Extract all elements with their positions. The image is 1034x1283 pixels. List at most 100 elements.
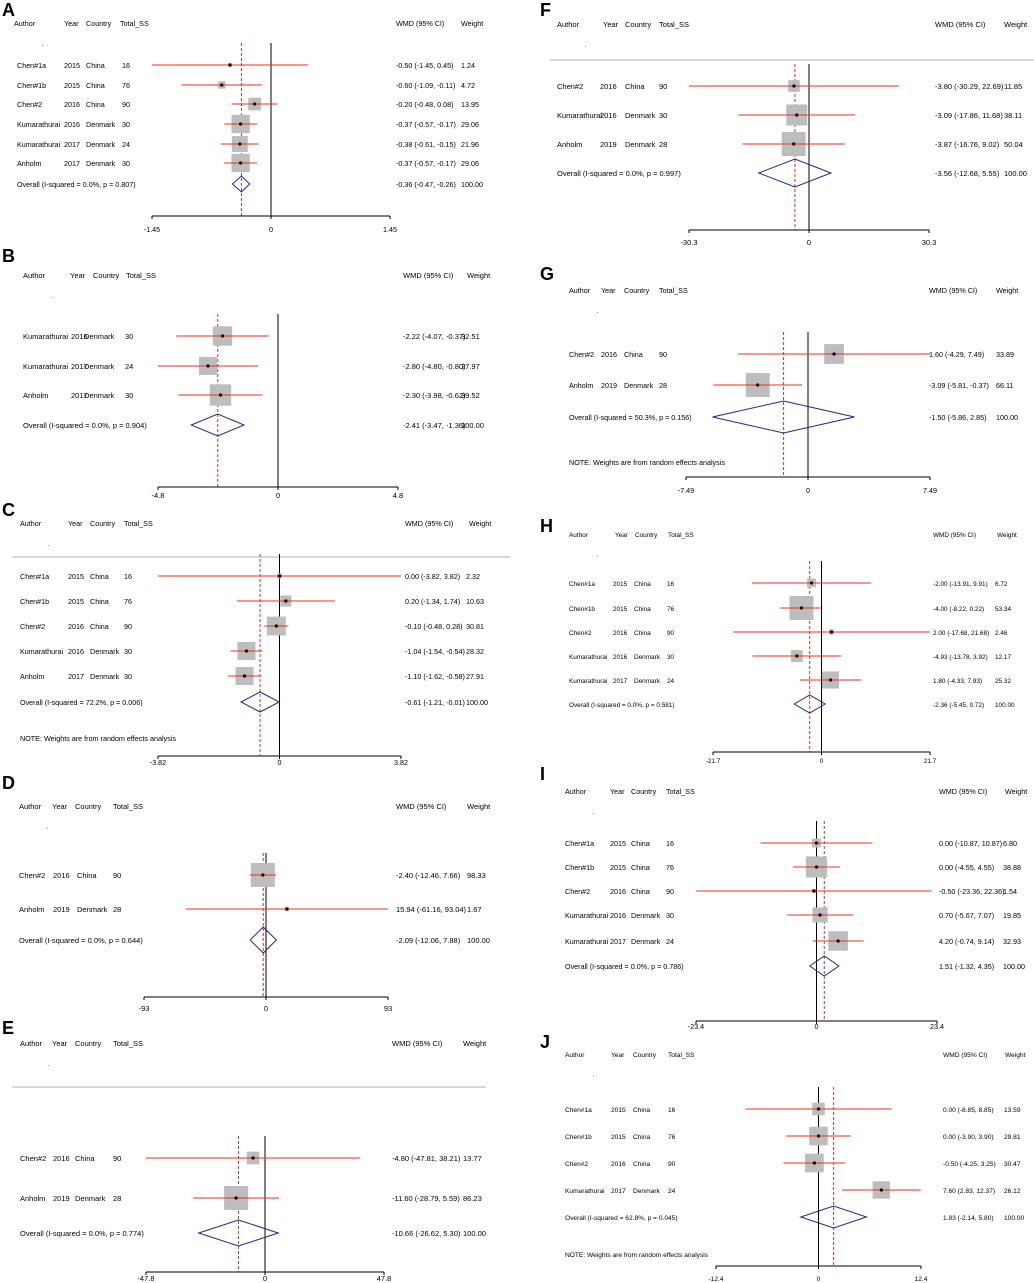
x-axis-tick-label: 4.8 xyxy=(393,491,403,500)
column-header: Total_SS xyxy=(113,802,143,811)
study-point-estimate xyxy=(792,84,796,88)
column-header: Year xyxy=(68,519,83,528)
study-country: Denmark xyxy=(86,140,116,149)
column-header: WMD (95% CI) xyxy=(392,1039,443,1048)
column-header: Year xyxy=(615,532,629,539)
study-country: Denmark xyxy=(84,332,115,341)
study-sample-size: 28 xyxy=(113,905,121,914)
overall-ci-text: -0.36 (-0.47, -0.26) xyxy=(396,180,456,189)
panel-b: B Author Year Country Total_SS WMD (95% CI) We… xyxy=(2,246,491,500)
study-weight: 26.12 xyxy=(1004,1188,1021,1195)
study-author: Chen#2 xyxy=(20,1154,46,1163)
column-header: WMD (95% CI) xyxy=(929,286,977,295)
x-axis-tick-label: 0 xyxy=(278,758,282,767)
study-row: Chen#1b 2015 China 76 -0.60 (-1.09, -0.11) 4.… xyxy=(17,81,475,90)
panel-label: C xyxy=(2,500,15,520)
study-sample-size: 76 xyxy=(667,606,675,613)
study-year: 2015 xyxy=(610,839,626,848)
overall-weight: 100.00 xyxy=(995,702,1015,709)
study-author: Anholm xyxy=(17,159,41,168)
overall-row: Overall (I-squared = 0.0%, p = 0.774) -10… xyxy=(20,1219,486,1247)
study-author: Chen#2 xyxy=(20,622,45,631)
study-author: Kumarathurai xyxy=(23,362,68,371)
study-row: Chen#1b 2015 China 76 0.20 (-1.34, 1.74) 10.6… xyxy=(20,595,484,607)
study-year: 2016 xyxy=(600,111,617,120)
study-year: 2015 xyxy=(64,61,80,70)
panel-label: J xyxy=(540,1032,550,1052)
study-weight: 86.23 xyxy=(463,1194,482,1203)
x-axis-tick-label: -30.3 xyxy=(680,238,697,247)
column-header: Weight xyxy=(467,271,491,280)
study-author: Anholm xyxy=(19,905,44,914)
study-row: Kumarathurai 2017 Denmark 24 1.80 (-4.33, 7.… xyxy=(569,671,1011,689)
column-header: Total_SS xyxy=(113,1039,143,1048)
panel-g: G Author Year Country Total_SS WMD (95% CI) We… xyxy=(540,264,1018,495)
study-author: Chen#1b xyxy=(565,863,594,872)
study-sample-size: 30 xyxy=(667,654,675,661)
x-axis-tick-label: -1.45 xyxy=(144,225,160,234)
study-year: 2016 xyxy=(53,1154,70,1163)
study-weight: 66.11 xyxy=(996,381,1013,390)
study-weight: 38.88 xyxy=(1003,863,1021,872)
study-sample-size: 24 xyxy=(122,140,130,149)
study-weight: 98.33 xyxy=(467,871,486,880)
study-country: China xyxy=(634,581,651,588)
overall-label: Overall (I-squared = 0.0%, p = 0.644) xyxy=(19,936,143,945)
x-axis-tick-label: 0 xyxy=(817,1276,821,1283)
study-country: Denmark xyxy=(75,1194,106,1203)
study-year: 2017 xyxy=(71,391,88,400)
panel-label: D xyxy=(2,773,15,793)
overall-diamond xyxy=(799,1205,869,1229)
study-ci-text: 7.60 (2.83, 12.37) xyxy=(943,1188,995,1195)
random-effects-note: NOTE: Weights are from random effects an… xyxy=(20,734,176,743)
header-dot xyxy=(47,828,48,829)
study-ci-text: 1.80 (-4.33, 7.93) xyxy=(933,678,982,685)
overall-diamond xyxy=(249,926,278,954)
study-sample-size: 16 xyxy=(666,839,674,848)
study-point-estimate xyxy=(251,1156,255,1160)
study-author: Chen#1a xyxy=(565,1107,592,1114)
x-axis-tick-label: -7.49 xyxy=(678,486,694,495)
study-year: 2015 xyxy=(613,581,628,588)
study-ci-text: -4.93 (-13.78, 3.92) xyxy=(933,654,988,661)
study-weight: 4.72 xyxy=(461,81,475,90)
study-year: 2017 xyxy=(68,672,84,681)
x-axis-tick-label: 0 xyxy=(820,758,824,765)
column-header: Country xyxy=(93,271,120,280)
overall-label: Overall (I-squared = 0.0%, p = 0.774) xyxy=(20,1229,144,1238)
study-row: Chen#1a 2015 China 16 0.00 (-10.87, 10.87) 6.… xyxy=(565,838,1017,848)
study-weight: 25.32 xyxy=(995,678,1011,685)
study-row: Chen#2 2016 China 90 -3.80 (-30.29, 22.69) 11… xyxy=(557,80,1022,92)
study-sample-size: 76 xyxy=(668,1134,676,1141)
study-point-estimate xyxy=(228,63,232,67)
study-point-estimate xyxy=(242,674,247,678)
study-country: China xyxy=(631,887,650,896)
overall-diamond xyxy=(808,955,840,977)
overall-weight: 100.00 xyxy=(461,421,484,430)
study-row: Chen#2 2016 China 90 -0.50 (-23.36, 22.36)1.… xyxy=(565,887,1017,896)
study-country: China xyxy=(633,1107,651,1114)
study-point-estimate xyxy=(795,654,799,658)
study-weight: 38.11 xyxy=(1004,111,1022,120)
study-weight: 39.52 xyxy=(461,391,480,400)
study-ci-text: -3.09 (-5.81, -0.37) xyxy=(929,381,989,390)
column-header: Year xyxy=(603,20,619,29)
study-country: Denmark xyxy=(84,391,115,400)
column-header: Total_SS xyxy=(668,532,694,539)
study-point-estimate xyxy=(836,939,840,943)
study-point-estimate xyxy=(238,142,242,146)
study-year: 2016 xyxy=(610,911,626,920)
study-sample-size: 90 xyxy=(124,622,132,631)
study-author: Chen#2 xyxy=(569,350,594,359)
column-header: Country xyxy=(90,519,116,528)
study-author: Chen#1b xyxy=(20,597,49,606)
study-author: Kumarathurai xyxy=(17,120,61,129)
study-ci-text: -0.50 (-4.25, 3.25) xyxy=(943,1161,996,1168)
study-row: Chen#2 2016 China 90 -2.40 (-12.46, 7.66) 98.… xyxy=(19,863,486,887)
x-axis-tick-label: 30.3 xyxy=(922,238,937,247)
study-row: Kumarathurai 2016 Denmark 30 0.70 (-5.67, 7.… xyxy=(565,907,1021,923)
study-point-estimate xyxy=(277,574,282,578)
study-ci-text: -0.38 (-0.61, -0.15) xyxy=(396,140,456,149)
study-ci-text: 15.94 (-61.16, 93.04) xyxy=(396,905,467,914)
